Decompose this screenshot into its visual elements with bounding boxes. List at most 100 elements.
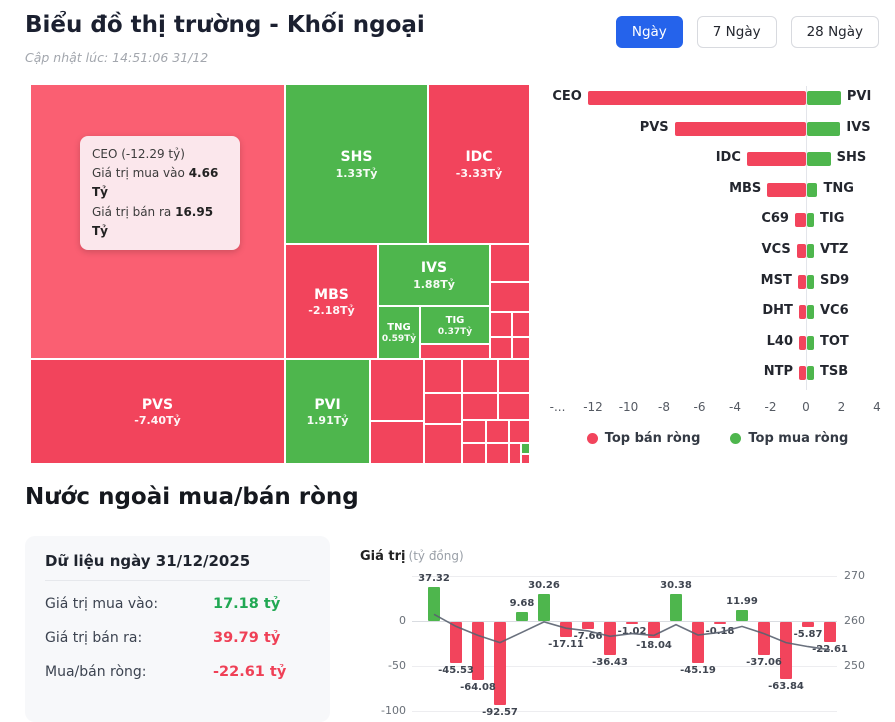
treemap-cell[interactable] [498, 359, 530, 393]
bar-sell-mbs[interactable] [767, 182, 806, 197]
ticker-label-tsb: TSB [820, 364, 849, 380]
value-bar[interactable] [604, 622, 616, 655]
treemap-cell-tig[interactable]: TIG 0.37Tỷ [420, 306, 490, 344]
treemap-cell[interactable] [424, 424, 462, 464]
treemap-cell-value: 1.91Tỷ [306, 414, 349, 428]
bar-buy-tot[interactable] [807, 335, 814, 350]
ticker-label-sd9: SD9 [820, 272, 850, 288]
tooltip-title: CEO (-12.29 tỷ) [92, 147, 185, 161]
bar-sell-ntp[interactable] [799, 366, 806, 381]
gridline [412, 711, 837, 712]
treemap-cell-value: 1.88Tỷ [413, 277, 455, 291]
bar-sell-ceo[interactable] [587, 91, 806, 105]
bar-sell-idc[interactable] [746, 152, 806, 167]
value-bar[interactable] [824, 622, 836, 643]
ticker-label-mst: MST [760, 272, 792, 288]
treemap-cell-ivs[interactable]: IVS 1.88Tỷ [378, 244, 490, 306]
treemap-cell[interactable] [462, 359, 498, 393]
bar-sell-vcs[interactable] [796, 244, 806, 258]
value-bar[interactable] [648, 622, 660, 639]
range-button-day[interactable]: Ngày [615, 16, 683, 48]
treemap-cell[interactable] [490, 244, 530, 282]
treemap-cell-name: PVI [314, 396, 341, 413]
ticker-label-c69: C69 [761, 211, 789, 227]
bar-sell-dht[interactable] [798, 305, 806, 320]
value-bar[interactable] [626, 622, 638, 624]
value-bar[interactable] [758, 622, 770, 656]
value-bar[interactable] [428, 587, 440, 621]
legend-item-buy[interactable]: Top mua ròng [730, 431, 848, 446]
treemap-cell[interactable] [490, 337, 512, 359]
treemap-cell[interactable] [486, 420, 509, 443]
treemap-cell[interactable] [498, 393, 530, 420]
value-bar[interactable] [670, 593, 682, 621]
value-bar[interactable] [582, 622, 594, 629]
ticker-label-dht: DHT [762, 303, 793, 319]
value-bar[interactable] [560, 622, 572, 638]
range-button-28day[interactable]: 28 Ngày [790, 16, 879, 48]
value-bar[interactable] [692, 622, 704, 663]
stats-date: Dữ liệu ngày 31/12/2025 [45, 552, 310, 581]
treemap-cell[interactable] [490, 282, 530, 312]
ticker-label-idc: IDC [715, 150, 741, 166]
ticker-label-tng: TNG [823, 180, 854, 196]
x-axis-tick: -4 [729, 400, 741, 414]
treemap-cell-value: -3.33Tỷ [455, 166, 503, 180]
treemap-cell[interactable] [509, 443, 521, 464]
treemap-cell[interactable] [424, 359, 462, 393]
bar-sell-mst[interactable] [797, 274, 806, 289]
bar-buy-vtz[interactable] [807, 244, 814, 258]
treemap-cell-mbs[interactable]: MBS -2.18Tỷ [285, 244, 378, 359]
treemap-cell[interactable] [490, 312, 512, 337]
treemap-cell[interactable] [370, 359, 424, 421]
treemap-cell[interactable] [512, 337, 530, 359]
treemap-cell-idc[interactable]: IDC -3.33Tỷ [428, 84, 530, 244]
tooltip-buy-row: Giá trị mua vào 4.66 Tỷ [92, 166, 219, 200]
stat-row: Mua/bán ròng: -22.61 tỷ [45, 664, 310, 680]
bar-buy-tig[interactable] [807, 213, 814, 228]
bar-buy-pvi[interactable] [807, 91, 841, 105]
treemap-cell[interactable] [420, 344, 490, 359]
treemap-cell-name: IVS [420, 260, 448, 277]
stat-label: Mua/bán ròng: [45, 664, 147, 680]
bar-sell-c69[interactable] [794, 213, 806, 228]
bar-buy-tsb[interactable] [807, 366, 814, 381]
treemap-cell[interactable] [424, 393, 462, 424]
value-bar[interactable] [802, 622, 814, 628]
bar-buy-tng[interactable] [807, 182, 818, 197]
left-axis-label: 0 [399, 614, 406, 627]
treemap-cell-pvi[interactable]: PVI 1.91Tỷ [285, 359, 370, 464]
treemap-cell[interactable] [521, 454, 530, 464]
legend-item-sell[interactable]: Top bán ròng [586, 431, 701, 446]
bar-buy-vc6[interactable] [807, 305, 814, 320]
bar-buy-ivs[interactable] [807, 121, 841, 136]
value-bar[interactable] [714, 622, 726, 624]
treemap-cell[interactable] [486, 443, 509, 464]
treemap-cell-shs[interactable]: SHS 1.33Tỷ [285, 84, 428, 244]
value-bar[interactable] [494, 622, 506, 706]
treemap-cell-tng[interactable]: TNG 0.59Tỷ [378, 306, 420, 359]
treemap-cell-pvs[interactable]: PVS -7.40Tỷ [30, 359, 285, 464]
value-bar[interactable] [780, 622, 792, 680]
treemap-cell[interactable] [370, 421, 424, 464]
treemap-cell[interactable] [462, 443, 486, 464]
bar-buy-sd9[interactable] [807, 274, 814, 289]
bar-sell-pvs[interactable] [674, 121, 806, 136]
legend-label: Top mua ròng [748, 431, 849, 446]
value-bar[interactable] [538, 593, 550, 621]
treemap-cell[interactable] [509, 420, 530, 443]
treemap-cell[interactable] [462, 420, 486, 443]
tooltip-buy-value: 4.66 Tỷ [92, 166, 219, 200]
bar-buy-shs[interactable] [807, 152, 831, 167]
treemap-cell[interactable] [512, 312, 530, 337]
x-axis-tick: -... [549, 400, 566, 414]
value-bar[interactable] [516, 612, 528, 621]
treemap-cell[interactable] [521, 443, 530, 454]
value-bar[interactable] [450, 622, 462, 663]
bar-sell-l40[interactable] [799, 335, 806, 350]
ticker-label-vtz: VTZ [820, 242, 849, 257]
value-bar[interactable] [736, 610, 748, 621]
legend-label: Top bán ròng [604, 431, 701, 446]
range-button-7day[interactable]: 7 Ngày [696, 16, 777, 48]
treemap-cell[interactable] [462, 393, 498, 420]
